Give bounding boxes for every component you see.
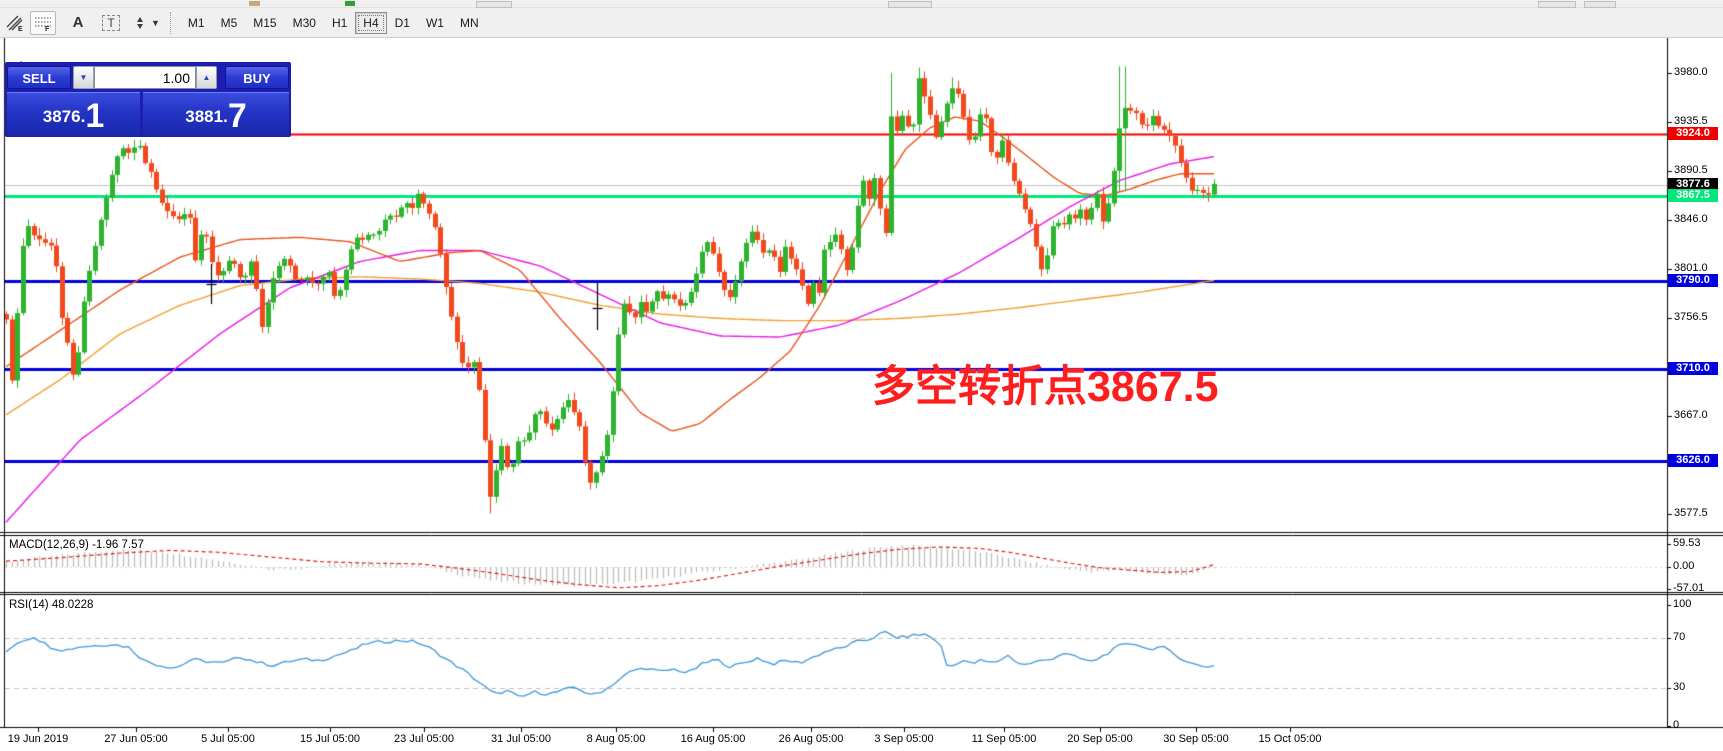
crosshair-tool-icon: E: [6, 15, 23, 32]
date-axis-label: 30 Sep 05:00: [1163, 733, 1229, 745]
date-axis-label: 26 Aug 05:00: [778, 733, 844, 745]
timeframe-button-d1[interactable]: D1: [394, 15, 410, 30]
rsi-axis-label: 30: [1673, 681, 1686, 693]
toolbar-fragment: [888, 1, 932, 8]
date-axis-label: 5 Jul 05:00: [201, 733, 255, 745]
macd-indicator-label: MACD(12,26,9) -1.96 7.57: [9, 539, 144, 551]
price-axis-label: 3801.0: [1674, 262, 1708, 274]
date-axis-label: 31 Jul 05:00: [491, 733, 551, 745]
macd-axis-label: -57.01: [1673, 582, 1705, 594]
date-axis-label: 20 Sep 05:00: [1067, 733, 1133, 745]
sell-button[interactable]: SELL: [7, 66, 71, 89]
grid-tool-icon: F: [35, 17, 51, 32]
sell-price-dot: .: [80, 107, 86, 126]
chevron-down-icon: ▼: [151, 17, 160, 28]
text-box-tool-icon: T: [102, 14, 120, 31]
toolbar-fragment: [1538, 1, 1576, 8]
price-level-tag: 3877.6: [1668, 178, 1718, 191]
price-level-tag: 3924.0: [1668, 127, 1718, 140]
sell-price-frac: 1: [85, 97, 105, 135]
rsi-axis-label: 100: [1673, 598, 1692, 610]
macd-axis-label: 59.53: [1673, 537, 1701, 549]
triangle-up-icon: ▲: [202, 73, 211, 82]
sell-price-main: 3876: [42, 107, 81, 126]
time-axis-drag-area[interactable]: [4, 728, 1667, 751]
timeframe-button-m15[interactable]: M15: [253, 15, 277, 30]
macd-axis-label: 0.00: [1673, 560, 1695, 572]
svg-text:E: E: [18, 26, 23, 32]
toolbar-fragment: [476, 1, 512, 8]
rsi-axis-label: 70: [1673, 631, 1686, 643]
text-label-tool-icon: A: [72, 14, 84, 31]
toolbar-separator: [169, 11, 176, 34]
timeframe-button-h1[interactable]: H1: [331, 15, 348, 30]
date-axis-label: 19 Jun 2019: [7, 733, 69, 745]
timeframe-button-h4[interactable]: H4: [355, 11, 387, 34]
price-axis-drag-area[interactable]: [1668, 37, 1723, 727]
price-level-tag: 3626.0: [1668, 454, 1718, 467]
date-axis-label: 23 Jul 05:00: [394, 733, 454, 745]
triangle-down-icon: ▼: [79, 73, 88, 82]
toolbar-fragment: [1584, 1, 1616, 8]
buy-price-dot: .: [223, 107, 228, 126]
volume-input[interactable]: [94, 66, 196, 89]
arrange-tool-icon: [137, 16, 143, 29]
price-axis-label: 3577.5: [1674, 507, 1708, 519]
price-axis-label: 3756.5: [1674, 311, 1708, 323]
rsi-axis-label: 0: [1673, 719, 1680, 731]
timeframe-button-w1[interactable]: W1: [425, 15, 444, 30]
timeframe-button-m5[interactable]: M5: [220, 15, 238, 30]
chart-toolbar: E F A T ▼ M1 M5 M15 M30 H1 H4 D1 W1 MN: [0, 8, 1723, 38]
timeframe-bar: M1 M5 M15 M30 H1 H4 D1 W1 MN: [180, 11, 487, 34]
rsi-indicator-label: RSI(14) 48.0228: [9, 599, 94, 611]
one-click-trade-panel: SELL ▼ ▲ BUY 3876.1 3881.7: [5, 62, 291, 137]
arrange-tool-button[interactable]: ▼: [131, 11, 161, 35]
price-level-tag: 3790.0: [1668, 274, 1718, 287]
price-axis-label: 3890.5: [1674, 164, 1708, 176]
price-axis-label: 3935.5: [1674, 115, 1708, 127]
price-axis-label: 3980.0: [1674, 66, 1708, 78]
grid-tool-button[interactable]: F: [30, 10, 56, 35]
date-axis-label: 16 Aug 05:00: [680, 733, 746, 745]
buy-button[interactable]: BUY: [225, 66, 289, 89]
date-axis-label: 15 Oct 05:00: [1258, 733, 1322, 745]
date-axis-label: 11 Sep 05:00: [971, 733, 1037, 745]
buy-price-frac: 7: [227, 97, 247, 135]
toolbar-fragment: [249, 1, 260, 6]
chart-text-annotation[interactable]: 多空转折点3867.5: [872, 363, 1219, 411]
text-label-tool-button[interactable]: A: [65, 11, 91, 35]
window-top-strip: [0, 0, 1723, 8]
timeframe-button-mn[interactable]: MN: [459, 15, 479, 30]
date-axis-label: 15 Jul 05:00: [300, 733, 360, 745]
date-axis-label: 27 Jun 05:00: [104, 733, 168, 745]
price-level-tag: 3867.5: [1668, 189, 1718, 202]
sell-price-button[interactable]: 3876. 1: [7, 92, 140, 136]
price-axis-label: 3667.0: [1674, 409, 1708, 421]
toolbar-fragment: [345, 1, 355, 6]
date-axis-label: 3 Sep 05:00: [874, 733, 934, 745]
buy-price-button[interactable]: 3881. 7: [143, 92, 289, 136]
buy-price-main: 3881: [185, 107, 224, 126]
timeframe-button-m1[interactable]: M1: [187, 15, 205, 30]
price-level-tag: 3710.0: [1668, 362, 1718, 375]
date-axis-label: 8 Aug 05:00: [586, 733, 646, 745]
volume-increase-button[interactable]: ▲: [196, 66, 217, 89]
text-box-tool-button[interactable]: T: [98, 11, 124, 35]
timeframe-button-m30[interactable]: M30: [292, 15, 316, 30]
volume-decrease-button[interactable]: ▼: [73, 66, 94, 89]
svg-text:F: F: [45, 26, 50, 32]
price-axis-label: 3846.0: [1674, 213, 1708, 225]
crosshair-tool-button[interactable]: E: [2, 11, 28, 35]
